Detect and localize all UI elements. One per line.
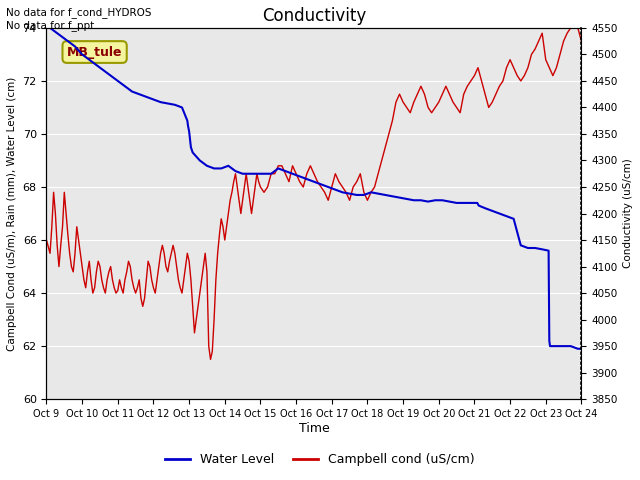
X-axis label: Time: Time	[299, 421, 330, 435]
Legend: Water Level, Campbell cond (uS/cm): Water Level, Campbell cond (uS/cm)	[160, 448, 480, 471]
Y-axis label: Campbell Cond (uS/m), Rain (mm), Water Level (cm): Campbell Cond (uS/m), Rain (mm), Water L…	[7, 76, 17, 351]
Title: Conductivity: Conductivity	[262, 7, 366, 25]
Text: MB_tule: MB_tule	[67, 46, 122, 59]
Text: No data for f_cond_HYDROS
No data for f_ppt: No data for f_cond_HYDROS No data for f_…	[6, 7, 152, 31]
Y-axis label: Conductivity (uS/cm): Conductivity (uS/cm)	[623, 159, 633, 268]
